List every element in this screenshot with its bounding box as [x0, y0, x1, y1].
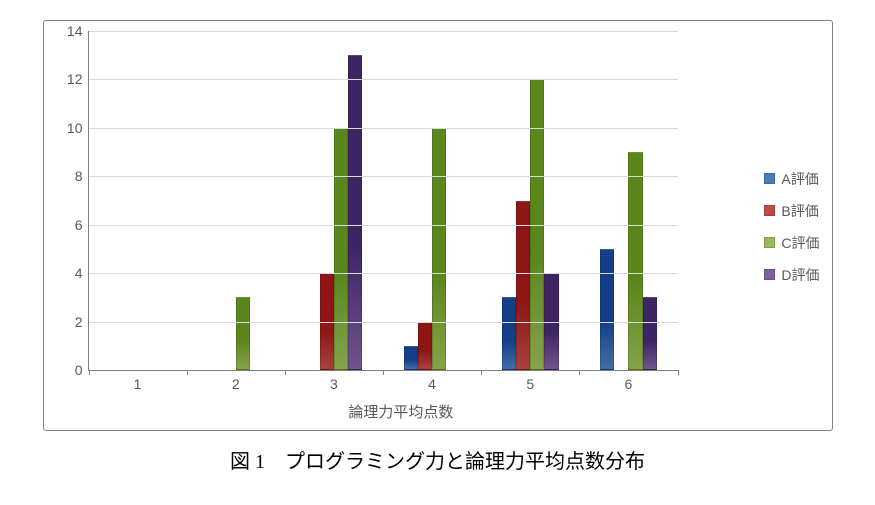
y-tick-label: 14	[67, 23, 89, 39]
bar	[432, 128, 446, 370]
x-tick-mark	[579, 370, 580, 375]
legend-swatch	[764, 205, 775, 216]
x-tick-label: 1	[134, 370, 142, 392]
bar	[643, 297, 657, 370]
bar	[600, 249, 614, 370]
bar	[348, 55, 362, 370]
y-tick-label: 10	[67, 120, 89, 136]
y-tick-label: 2	[75, 314, 89, 330]
bar	[628, 152, 642, 370]
bar	[418, 322, 432, 370]
x-tick-mark	[89, 370, 90, 375]
legend: A評価 B評価 C評価 D評価	[746, 31, 819, 422]
x-tick-label: 6	[625, 370, 633, 392]
bar	[320, 273, 334, 370]
y-tick-label: 6	[75, 217, 89, 233]
legend-swatch	[764, 237, 775, 248]
legend-label: A評価	[781, 169, 818, 189]
x-tick-mark	[187, 370, 188, 375]
bar	[502, 297, 516, 370]
chart-area: 02468101214123456 論理力平均点数	[56, 31, 747, 422]
legend-label: B評価	[781, 201, 818, 221]
x-tick-mark	[383, 370, 384, 375]
x-tick-mark	[678, 370, 679, 375]
y-tick-label: 0	[75, 362, 89, 378]
figure-caption: 図 1 プログラミング力と論理力平均点数分布	[43, 445, 833, 474]
y-tick-label: 8	[75, 168, 89, 184]
bar	[530, 79, 544, 370]
bar	[544, 273, 558, 370]
bar	[334, 128, 348, 370]
x-tick-label: 5	[526, 370, 534, 392]
y-tick-label: 12	[67, 71, 89, 87]
y-tick-label: 4	[75, 265, 89, 281]
chart-frame: 02468101214123456 論理力平均点数 A評価B評価C評価D評価	[43, 20, 833, 431]
legend-label: C評価	[781, 233, 819, 253]
legend-swatch	[764, 269, 775, 280]
bar	[236, 297, 250, 370]
bar	[516, 201, 530, 371]
bar	[404, 346, 418, 370]
legend-item: C評価	[764, 233, 819, 253]
legend-label: D評価	[781, 265, 819, 285]
x-axis-title: 論理力平均点数	[56, 401, 747, 422]
plot-box: 02468101214123456	[88, 31, 678, 371]
x-tick-mark	[481, 370, 482, 375]
bars-layer	[89, 31, 678, 370]
x-tick-label: 4	[428, 370, 436, 392]
x-tick-label: 2	[232, 370, 240, 392]
legend-item: A評価	[764, 169, 819, 189]
legend-swatch	[764, 173, 775, 184]
x-tick-label: 3	[330, 370, 338, 392]
legend-item: B評価	[764, 201, 819, 221]
legend-item: D評価	[764, 265, 819, 285]
x-tick-mark	[285, 370, 286, 375]
figure-wrap: 02468101214123456 論理力平均点数 A評価B評価C評価D評価 図…	[43, 20, 833, 474]
